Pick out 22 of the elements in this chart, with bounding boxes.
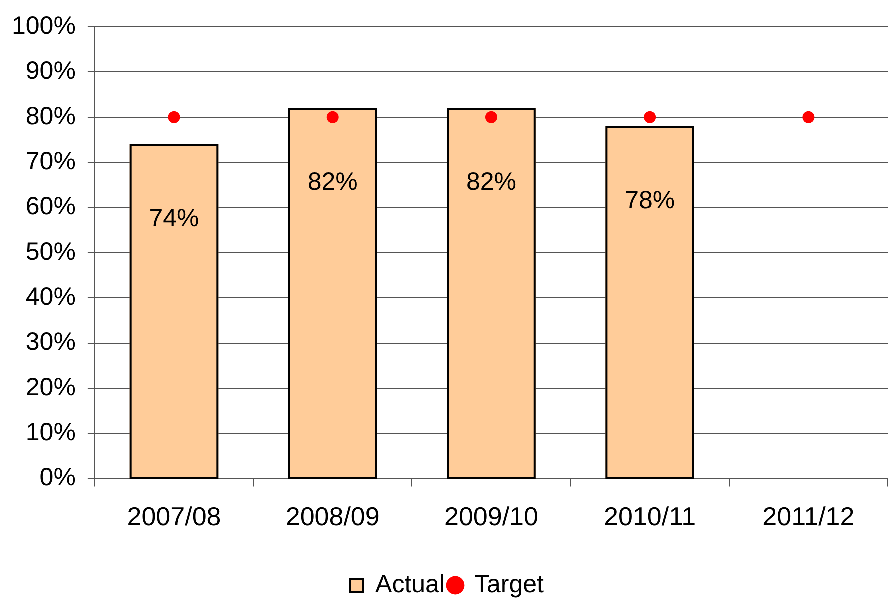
y-tick-label: 100% — [12, 12, 76, 40]
y-tick-label: 50% — [26, 238, 76, 266]
x-tick-label: 2007/08 — [127, 502, 222, 532]
y-tick-label: 20% — [26, 373, 76, 402]
x-tick-label: 2008/09 — [286, 502, 380, 532]
y-tick-label: 90% — [26, 57, 76, 86]
y-tick-label: 30% — [26, 328, 76, 356]
y-tick-label: 10% — [26, 418, 76, 447]
x-tick-label: 2009/10 — [444, 502, 538, 532]
x-tick-label: 2010/11 — [604, 502, 696, 532]
x-tick-label: 2011/12 — [762, 502, 855, 532]
data-label: 82% — [308, 168, 358, 196]
legend-label: Target — [474, 570, 544, 598]
data-label: 74% — [149, 204, 200, 232]
y-tick-label: 70% — [26, 147, 76, 176]
legend-label: Actual — [376, 570, 445, 598]
y-tick-label: 60% — [26, 192, 76, 221]
data-label: 82% — [466, 168, 516, 196]
y-tick-label: 80% — [26, 102, 76, 130]
y-tick-label: 0% — [40, 464, 76, 492]
data-label: 78% — [625, 186, 676, 214]
y-tick-label: 40% — [26, 282, 76, 311]
